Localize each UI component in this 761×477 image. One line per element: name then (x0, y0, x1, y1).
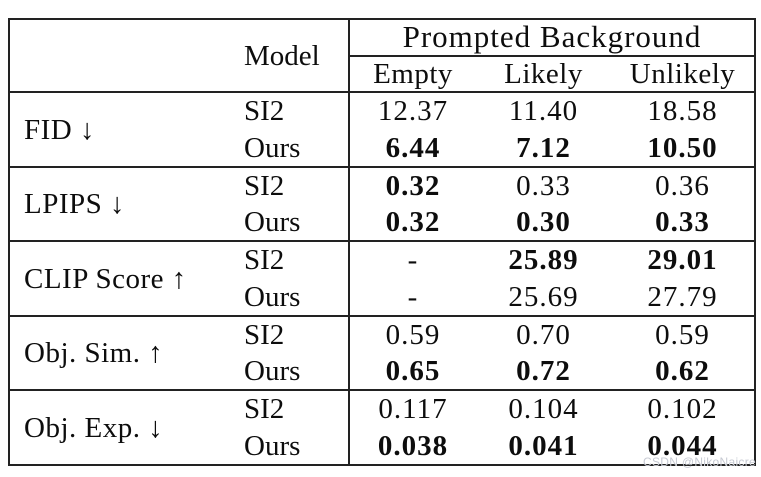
value-cell: 7.12 (516, 131, 571, 164)
column-header-likely: Likely (504, 58, 583, 91)
value-cell: 10.50 (647, 131, 718, 164)
value-cell: 0.36 (611, 165, 756, 205)
group-header-prompted-background: Prompted Background (347, 19, 756, 58)
value-cell: 0.62 (655, 355, 710, 388)
results-table: Model Prompted Background Empty Likely U… (8, 18, 757, 466)
metric-label-clip-score: CLIP Score ↑ (9, 240, 244, 316)
model-cell: SI2 (244, 389, 349, 428)
model-cell: Ours (244, 206, 301, 239)
value-cell: 0.041 (508, 429, 579, 462)
value-cell: 6.44 (348, 129, 476, 167)
value-cell: 0.104 (476, 389, 611, 428)
value-cell: 25.89 (476, 240, 611, 279)
value-cell: 0.33 (476, 165, 611, 205)
corner-cell (9, 19, 244, 92)
value-cell: 0.32 (348, 165, 476, 205)
metric-label-fid: FID ↓ (9, 91, 244, 167)
value-cell: 0.038 (348, 427, 476, 465)
value-cell: 0.117 (348, 389, 476, 428)
value-cell: 0.33 (655, 206, 710, 239)
model-cell: Ours (244, 355, 301, 388)
value-cell: 0.102 (611, 389, 756, 428)
metric-label-lpips: LPIPS ↓ (9, 165, 244, 242)
value-cell: 25.69 (508, 280, 579, 313)
model-cell: Ours (244, 131, 301, 164)
value-cell: 0.59 (611, 314, 756, 354)
value-cell: 0.72 (516, 355, 571, 388)
value-cell: 11.40 (476, 91, 611, 130)
value-cell: 18.58 (611, 91, 756, 130)
value-cell: - (348, 240, 476, 279)
model-column-header: Model (244, 39, 320, 72)
column-header-unlikely: Unlikely (629, 58, 736, 91)
metric-label-obj-sim: Obj. Sim. ↑ (9, 314, 244, 391)
model-cell: SI2 (244, 165, 349, 205)
watermark: CSDN @NikoNaicre (643, 455, 756, 469)
value-cell: 0.65 (348, 353, 476, 391)
value-cell: 0.30 (516, 206, 571, 239)
column-header-empty: Empty (348, 56, 476, 93)
value-cell: 27.79 (647, 280, 718, 313)
value-cell: - (348, 278, 476, 316)
value-cell: 29.01 (611, 240, 756, 279)
metric-label-obj-exp: Obj. Exp. ↓ (9, 389, 244, 465)
model-cell: SI2 (244, 314, 349, 354)
model-cell: SI2 (244, 91, 349, 130)
value-cell: 0.59 (348, 314, 476, 354)
value-cell: 12.37 (348, 91, 476, 130)
model-cell: Ours (244, 280, 301, 313)
value-cell: 0.32 (348, 204, 476, 242)
value-cell: 0.70 (476, 314, 611, 354)
model-cell: Ours (244, 429, 301, 462)
model-cell: SI2 (244, 240, 349, 279)
value-cell: 0.044 (647, 429, 718, 462)
